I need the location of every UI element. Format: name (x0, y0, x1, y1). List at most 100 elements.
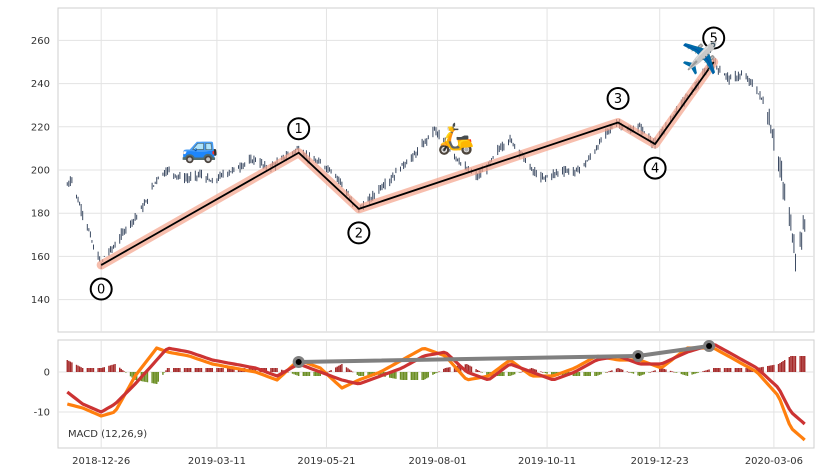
histogram-bar (682, 372, 684, 375)
histogram-bar (109, 365, 112, 372)
histogram-bar (297, 372, 300, 376)
histogram-bar (680, 372, 683, 375)
histogram-bar (173, 368, 175, 372)
macd-annotation: MACD (12,26,9) (68, 429, 147, 440)
histogram-bar (790, 356, 792, 372)
histogram-bar (157, 372, 159, 382)
histogram-bar (791, 356, 794, 372)
histogram-bar (92, 368, 95, 372)
histogram-bar (509, 372, 511, 376)
price-y-tick-label: 200 (31, 166, 50, 177)
histogram-bar (404, 372, 406, 380)
histogram-bar (231, 368, 234, 372)
histogram-bar (287, 372, 289, 373)
histogram-bar (799, 356, 801, 372)
histogram-bar (583, 372, 585, 376)
pivot-marker (287, 117, 311, 141)
x-tick-label: 2018-12-26 (72, 456, 130, 467)
histogram-bar (694, 372, 696, 374)
airplane-icon: ✈️ (681, 39, 718, 76)
histogram-bar (71, 362, 73, 372)
histogram-bar (336, 366, 338, 372)
histogram-bar (367, 372, 369, 376)
histogram-bar (609, 370, 612, 372)
histogram-bar (217, 368, 220, 372)
histogram-bar (66, 360, 68, 372)
histogram-bar (362, 372, 365, 376)
histogram-bar (595, 372, 598, 376)
histogram-bar (199, 368, 201, 372)
histogram-bar (692, 372, 695, 375)
histogram-bar (307, 372, 309, 376)
histogram-bar (189, 368, 192, 372)
macd-y-tick-label: -10 (34, 408, 50, 419)
histogram-bar (220, 368, 223, 372)
histogram-bar (584, 372, 587, 376)
x-axis: 2018-12-26 2019-03-11 2019-05-21 2019-08-01… (72, 456, 803, 467)
histogram-bar (435, 372, 437, 374)
histogram-bar (265, 368, 267, 372)
histogram-bar (574, 372, 576, 376)
histogram-bar (77, 365, 79, 372)
histogram-bar (534, 369, 536, 372)
histogram-bar (97, 368, 99, 372)
histogram-bar (459, 365, 462, 372)
histogram-bar (421, 372, 423, 380)
histogram-bar (347, 368, 349, 372)
histogram-bar (389, 372, 391, 378)
pivot-label: 3 (614, 92, 622, 107)
histogram-bar (351, 371, 354, 373)
histogram-bar (631, 372, 633, 374)
histogram-bar (163, 372, 166, 373)
histogram-bar (802, 356, 804, 372)
histogram-bar (143, 372, 146, 382)
histogram-bar (507, 372, 510, 376)
histogram-bar (395, 372, 397, 379)
histogram-bar (208, 368, 210, 372)
histogram-bar (588, 372, 590, 376)
macd-frame (57, 339, 815, 449)
histogram-bar (146, 372, 149, 383)
histogram-bar (767, 366, 769, 372)
histogram-bar (671, 371, 673, 372)
histogram-bar (541, 372, 544, 373)
histogram-bar (736, 368, 738, 372)
histogram-bar (643, 372, 645, 375)
macd-line (66, 342, 806, 426)
histogram-bar (804, 356, 806, 372)
histogram-bar (674, 372, 676, 373)
histogram-bar (122, 370, 124, 372)
histogram-bar (469, 365, 471, 372)
histogram-bar (640, 372, 642, 376)
histogram-bar (663, 368, 666, 372)
histogram-bar (316, 372, 318, 376)
histogram-bar (478, 370, 480, 372)
histogram-bar (605, 372, 607, 373)
histogram-bar (416, 372, 419, 380)
histogram-bar (112, 364, 115, 372)
histogram-bar (518, 372, 521, 373)
histogram-bar (356, 372, 359, 375)
histogram-bar (651, 371, 653, 373)
histogram-bar (86, 368, 89, 372)
histogram-bar (165, 370, 167, 372)
histogram-bar (629, 372, 632, 373)
histogram-bar (762, 366, 764, 372)
histogram-bar (648, 372, 650, 373)
pivot-marker (89, 277, 113, 301)
price-y-tick-label: 180 (31, 209, 50, 220)
histogram-bar (154, 372, 156, 384)
histogram-bar (728, 368, 730, 372)
pivot-marker (702, 26, 726, 50)
macd-histogram (66, 356, 806, 384)
histogram-bar (777, 364, 780, 372)
histogram-bar (638, 372, 641, 376)
histogram-bar (211, 368, 213, 372)
histogram-bar (486, 372, 488, 376)
histogram-bar (563, 372, 565, 376)
histogram-bar (708, 369, 710, 372)
histogram-bar (691, 372, 693, 375)
histogram-bar (313, 372, 315, 376)
price-y-tick-label: 240 (31, 79, 50, 90)
histogram-bar (685, 372, 687, 376)
